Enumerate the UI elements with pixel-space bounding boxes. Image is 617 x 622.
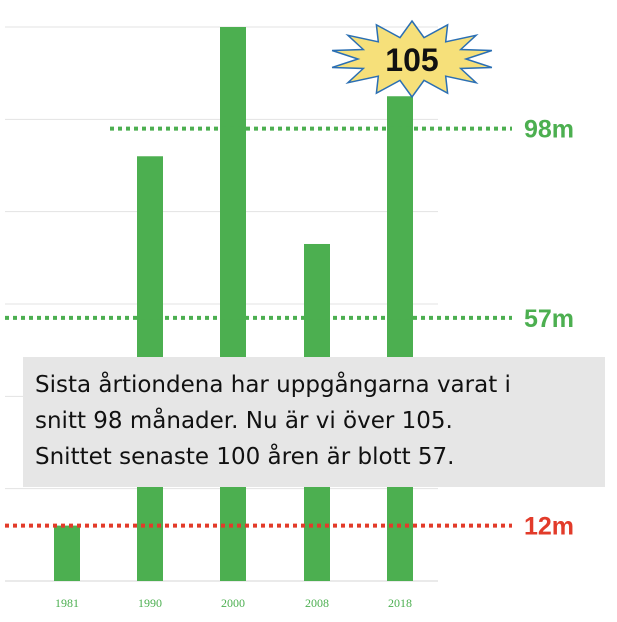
callout-box: Sista årtiondena har uppgångarna varat i… bbox=[23, 357, 605, 487]
x-tick-labels: 1981 1990 2000 2008 2018 bbox=[55, 596, 412, 610]
bar-2000 bbox=[220, 27, 246, 581]
bar-2018 bbox=[387, 96, 413, 581]
reference-label-12: 12m bbox=[524, 513, 574, 541]
x-tick-label: 2008 bbox=[305, 596, 329, 610]
callout-line-3: Snittet senaste 100 åren är blott 57. bbox=[35, 444, 455, 470]
reference-label-57: 57m bbox=[524, 305, 574, 333]
bar-1981 bbox=[54, 525, 80, 581]
reference-lines: 98m 57m 12m bbox=[5, 116, 574, 541]
callout-line-2: snitt 98 månader. Nu är vi över 105. bbox=[35, 408, 453, 434]
callout-line-1: Sista årtiondena har uppgångarna varat i bbox=[35, 372, 511, 398]
highlight-badge: 105 bbox=[331, 19, 493, 99]
x-tick-label: 1990 bbox=[138, 596, 162, 610]
x-tick-label: 1981 bbox=[55, 596, 79, 610]
starburst-shape bbox=[331, 19, 493, 99]
x-tick-label: 2000 bbox=[221, 596, 245, 610]
x-tick-label: 2018 bbox=[388, 596, 412, 610]
reference-label-98: 98m bbox=[524, 116, 574, 144]
highlight-value-label: 105 bbox=[385, 42, 438, 78]
